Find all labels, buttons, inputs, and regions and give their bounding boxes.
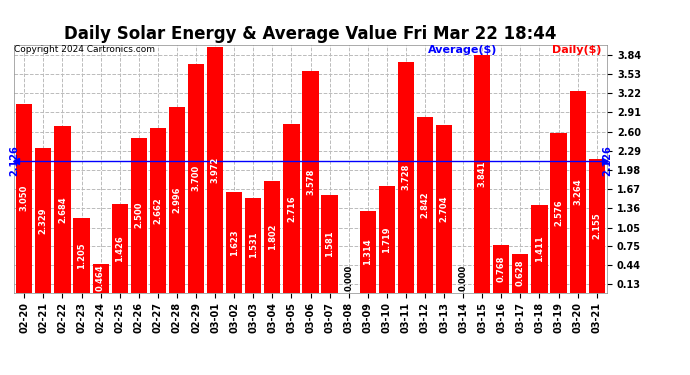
Text: 0.000: 0.000 bbox=[459, 265, 468, 291]
Text: 1.205: 1.205 bbox=[77, 242, 86, 268]
Bar bbox=[16, 104, 32, 292]
Text: Daily($): Daily($) bbox=[552, 45, 602, 55]
Bar bbox=[436, 125, 452, 292]
Text: 3.264: 3.264 bbox=[573, 178, 582, 205]
Bar bbox=[245, 198, 262, 292]
Bar bbox=[284, 124, 299, 292]
Bar bbox=[130, 138, 147, 292]
Text: 1.314: 1.314 bbox=[363, 238, 372, 265]
Bar bbox=[359, 211, 376, 292]
Bar bbox=[112, 204, 128, 292]
Bar bbox=[531, 205, 548, 292]
Text: 2.126: 2.126 bbox=[9, 146, 19, 176]
Text: 2.704: 2.704 bbox=[440, 196, 449, 222]
Bar bbox=[226, 192, 242, 292]
Text: 1.719: 1.719 bbox=[382, 226, 391, 253]
Bar bbox=[73, 218, 90, 292]
Bar bbox=[264, 181, 280, 292]
Text: 1.581: 1.581 bbox=[325, 230, 334, 257]
Bar bbox=[302, 71, 319, 292]
Bar bbox=[92, 264, 109, 292]
Text: 3.050: 3.050 bbox=[20, 185, 29, 211]
Bar bbox=[35, 148, 52, 292]
Text: 2.996: 2.996 bbox=[172, 186, 181, 213]
Text: 1.426: 1.426 bbox=[115, 235, 124, 262]
Text: 3.700: 3.700 bbox=[192, 165, 201, 191]
Bar bbox=[551, 133, 566, 292]
Text: 2.329: 2.329 bbox=[39, 207, 48, 234]
Title: Daily Solar Energy & Average Value Fri Mar 22 18:44: Daily Solar Energy & Average Value Fri M… bbox=[64, 26, 557, 44]
Text: 2.684: 2.684 bbox=[58, 196, 67, 223]
Text: 2.126: 2.126 bbox=[602, 146, 612, 176]
Text: 2.842: 2.842 bbox=[420, 191, 429, 218]
Text: 3.841: 3.841 bbox=[477, 160, 486, 187]
Bar bbox=[55, 126, 70, 292]
Bar bbox=[188, 63, 204, 292]
Text: 1.802: 1.802 bbox=[268, 224, 277, 250]
Text: 3.578: 3.578 bbox=[306, 169, 315, 195]
Text: 0.464: 0.464 bbox=[96, 265, 105, 291]
Bar bbox=[493, 245, 509, 292]
Bar bbox=[589, 159, 605, 292]
Text: 0.000: 0.000 bbox=[344, 265, 353, 291]
Text: 1.623: 1.623 bbox=[230, 229, 239, 256]
Text: 1.531: 1.531 bbox=[249, 232, 258, 258]
Bar bbox=[379, 186, 395, 292]
Text: Copyright 2024 Cartronics.com: Copyright 2024 Cartronics.com bbox=[14, 45, 155, 54]
Bar bbox=[417, 117, 433, 292]
Text: 3.728: 3.728 bbox=[402, 164, 411, 190]
Text: 2.500: 2.500 bbox=[135, 202, 144, 228]
Text: 2.576: 2.576 bbox=[554, 200, 563, 226]
Text: 1.411: 1.411 bbox=[535, 236, 544, 262]
Text: 0.628: 0.628 bbox=[516, 260, 525, 286]
Bar bbox=[512, 254, 529, 292]
Text: 2.716: 2.716 bbox=[287, 195, 296, 222]
Bar bbox=[207, 47, 223, 292]
Bar bbox=[398, 62, 414, 292]
Bar bbox=[569, 90, 586, 292]
Bar bbox=[169, 107, 185, 292]
Text: 2.662: 2.662 bbox=[153, 197, 162, 223]
Bar bbox=[150, 128, 166, 292]
Text: 0.768: 0.768 bbox=[497, 255, 506, 282]
Bar bbox=[474, 55, 491, 292]
Text: 3.972: 3.972 bbox=[210, 156, 219, 183]
Text: Average($): Average($) bbox=[428, 45, 497, 55]
Bar bbox=[322, 195, 337, 292]
Text: 2.155: 2.155 bbox=[592, 213, 601, 239]
